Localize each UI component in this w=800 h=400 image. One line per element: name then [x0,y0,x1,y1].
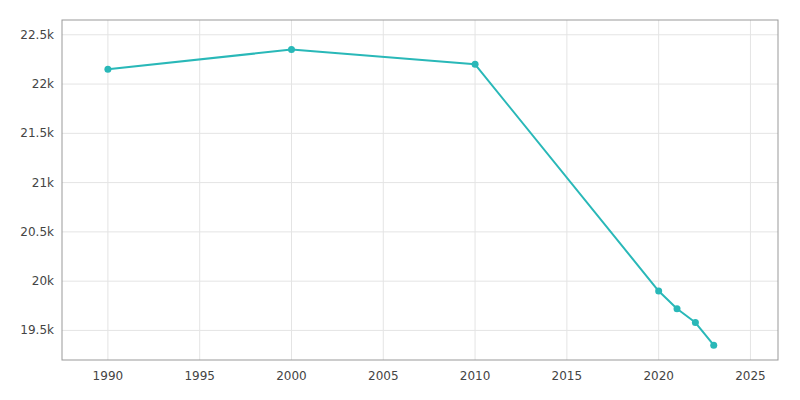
chart: 1990 1995 2000 2005 2010 2015 2020 2025 19.5k 20k… [0,0,800,400]
series [104,46,717,349]
x-tick-label: 2015 [552,369,583,383]
y-tick-label: 22k [32,77,54,91]
y-tick-label: 20k [32,274,54,288]
y-tick-label: 21k [32,176,54,190]
point [288,46,295,53]
grid [62,20,778,360]
y-tick-label: 22.5k [20,28,54,42]
line [108,50,714,346]
x-grid-line [199,20,200,360]
x-grid-line [475,20,476,360]
y-tick-label: 20.5k [20,225,54,239]
y-grid-line [62,231,778,232]
point [674,305,681,312]
y-grid-line [62,330,778,331]
y-grid-line [62,281,778,282]
y-grid-line [62,84,778,85]
y-tick-label: 21.5k [20,126,54,140]
point [655,288,662,295]
plot-frame [62,20,778,360]
point [472,61,479,68]
x-grid-line [383,20,384,360]
x-tick-label: 2025 [735,369,766,383]
x-grid-line [291,20,292,360]
x-tick-label: 2010 [460,369,491,383]
point [710,342,717,349]
y-grid-line [62,34,778,35]
point [692,319,699,326]
x-grid-line [566,20,567,360]
x-tick-label: 2000 [276,369,307,383]
x-grid-line [658,20,659,360]
tick-labels: 1990 1995 2000 2005 2010 2015 2020 2025 19.5k 20k… [20,28,765,383]
x-tick-label: 2020 [643,369,674,383]
y-tick-label: 19.5k [20,323,54,337]
point [104,66,111,73]
x-tick-label: 1990 [93,369,124,383]
y-grid-line [62,182,778,183]
x-tick-label: 2005 [368,369,399,383]
x-grid-line [750,20,751,360]
plot-area [62,20,778,360]
x-tick-label: 1995 [184,369,215,383]
y-grid-line [62,133,778,134]
